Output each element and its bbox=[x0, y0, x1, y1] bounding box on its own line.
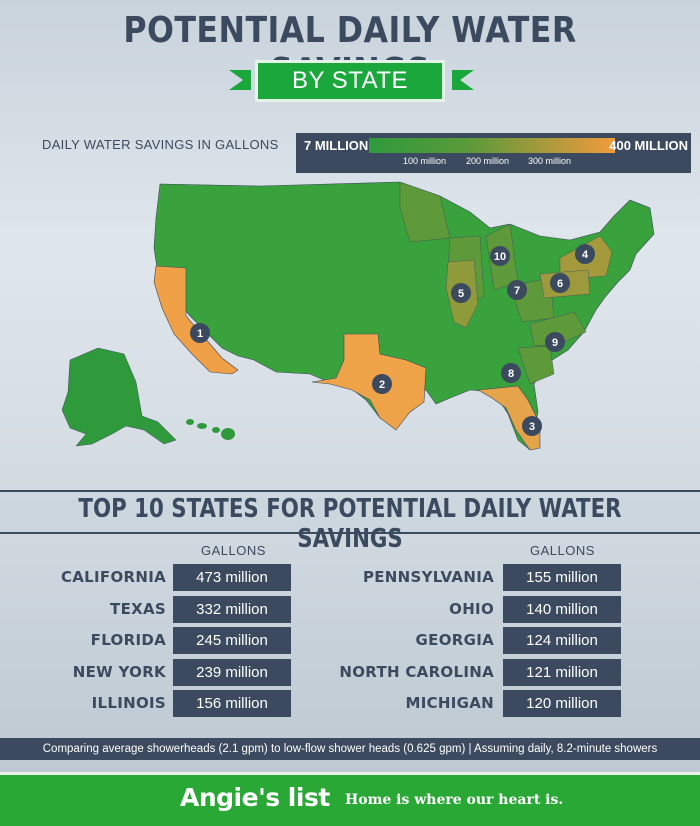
ribbon-right bbox=[452, 70, 474, 90]
savings-value: 124 million bbox=[503, 627, 621, 654]
state-name: NEW YORK bbox=[72, 662, 166, 681]
page-subtitle: BY STATE bbox=[254, 60, 446, 102]
savings-value: 156 million bbox=[173, 690, 291, 717]
legend-gradient bbox=[369, 138, 615, 153]
map-marker: 6 bbox=[550, 273, 570, 293]
legend-tick: 200 million bbox=[466, 156, 510, 166]
table-row: MICHIGAN 120 million bbox=[0, 690, 700, 717]
map-marker: 7 bbox=[507, 280, 527, 300]
top10-band bbox=[0, 490, 700, 534]
state-name: GEORGIA bbox=[415, 631, 494, 649]
top10-title: TOP 10 STATES FOR POTENTIAL DAILY WATER … bbox=[78, 494, 622, 554]
table-row: TEXAS 332 million bbox=[0, 595, 700, 623]
state-florida bbox=[477, 385, 541, 451]
savings-value: 155 million bbox=[503, 564, 621, 591]
table-row: FLORIDA 245 million bbox=[0, 627, 700, 654]
svg-text:5: 5 bbox=[458, 288, 464, 300]
savings-value: 239 million bbox=[173, 658, 291, 686]
tagline: Home is where our heart is. bbox=[345, 792, 564, 808]
legend-label: DAILY WATER SAVINGS IN GALLONS bbox=[42, 137, 279, 152]
footnote: Comparing average showerheads (2.1 gpm) … bbox=[0, 738, 700, 760]
table-row: PENNSYLVANIA 155 million bbox=[0, 564, 700, 591]
state-name: MICHIGAN bbox=[405, 694, 494, 712]
table-row: NORTH CAROLINA 121 million bbox=[0, 658, 700, 686]
table-row: NEW YORK 239 million bbox=[0, 658, 700, 686]
table-row: ILLINOIS 156 million bbox=[0, 690, 700, 717]
savings-value: 120 million bbox=[503, 690, 621, 717]
map-marker: 5 bbox=[451, 283, 471, 303]
gallons-header-left: GALLONS bbox=[201, 543, 266, 558]
state-name: OHIO bbox=[449, 599, 494, 618]
savings-value: 140 million bbox=[503, 595, 621, 623]
legend-max-label: 400 MILLION bbox=[609, 138, 688, 153]
state-alaska bbox=[61, 347, 177, 447]
legend-min-label: 7 MILLION bbox=[304, 138, 369, 153]
svg-text:6: 6 bbox=[557, 278, 563, 290]
state-texas bbox=[311, 333, 427, 431]
state-name: PENNSYLVANIA bbox=[362, 568, 494, 586]
map-marker: 1 bbox=[190, 323, 210, 343]
svg-text:10: 10 bbox=[494, 251, 506, 263]
brand-logo[interactable]: Angie's list bbox=[180, 783, 330, 812]
gallons-header-right: GALLONS bbox=[530, 543, 595, 558]
table-row: OHIO 140 million bbox=[0, 595, 700, 623]
svg-text:9: 9 bbox=[552, 337, 558, 349]
map-marker: 8 bbox=[501, 363, 521, 383]
savings-value: 245 million bbox=[173, 627, 291, 654]
map-marker: 9 bbox=[545, 332, 565, 352]
svg-text:1: 1 bbox=[197, 328, 203, 340]
savings-value: 473 million bbox=[173, 564, 291, 591]
state-name: CALIFORNIA bbox=[60, 568, 166, 586]
savings-value: 332 million bbox=[173, 595, 291, 623]
map-marker: 3 bbox=[522, 416, 542, 436]
map-marker: 2 bbox=[372, 374, 392, 394]
table-row: GEORGIA 124 million bbox=[0, 627, 700, 654]
state-name: FLORIDA bbox=[90, 631, 166, 649]
state-hawaii bbox=[186, 419, 235, 440]
table-row: CALIFORNIA 473 million bbox=[0, 564, 700, 591]
legend-tick: 100 million bbox=[403, 156, 447, 166]
us-map: 1 2 3 4 5 6 7 8 9 10 bbox=[61, 181, 655, 451]
svg-text:2: 2 bbox=[379, 379, 385, 391]
footer: Angie's list Home is where our heart is. bbox=[0, 772, 700, 826]
state-name: ILLINOIS bbox=[91, 694, 166, 712]
contiguous-us bbox=[153, 181, 655, 451]
state-name: NORTH CAROLINA bbox=[339, 662, 494, 681]
svg-text:7: 7 bbox=[514, 285, 520, 297]
state-name: TEXAS bbox=[110, 599, 166, 618]
svg-text:8: 8 bbox=[508, 368, 514, 380]
svg-text:3: 3 bbox=[529, 421, 535, 433]
svg-text:4: 4 bbox=[582, 249, 589, 261]
map-marker: 4 bbox=[575, 244, 595, 264]
savings-value: 121 million bbox=[503, 658, 621, 686]
ribbon-left bbox=[229, 70, 251, 90]
map-marker: 10 bbox=[490, 246, 510, 266]
legend-tick: 300 million bbox=[528, 156, 572, 166]
state-california bbox=[153, 265, 239, 375]
legend-bar: 7 MILLION 100 million 200 million 300 mi… bbox=[296, 133, 691, 173]
